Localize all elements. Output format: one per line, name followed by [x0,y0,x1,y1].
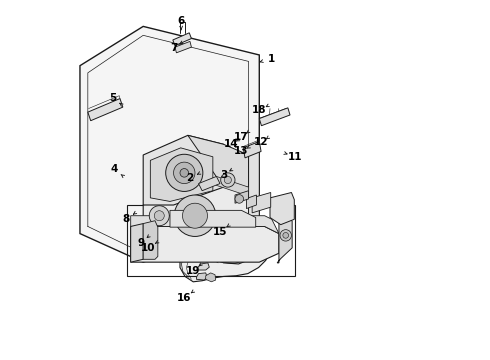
Polygon shape [259,108,290,126]
Circle shape [166,154,203,192]
Text: 2: 2 [186,173,193,183]
Text: 8: 8 [123,214,130,224]
Text: 6: 6 [177,16,184,26]
Polygon shape [198,176,220,191]
Text: 18: 18 [252,105,267,115]
Polygon shape [188,135,248,187]
Text: 5: 5 [109,93,117,103]
Text: 9: 9 [138,238,145,248]
Text: 17: 17 [234,132,249,142]
Polygon shape [196,273,207,280]
Text: 19: 19 [186,266,200,276]
Polygon shape [175,41,192,53]
Polygon shape [170,210,256,227]
Polygon shape [143,221,158,259]
Polygon shape [277,216,292,263]
Circle shape [174,195,216,237]
Circle shape [235,195,244,203]
Polygon shape [80,26,259,262]
Text: 12: 12 [254,138,269,148]
Polygon shape [243,141,261,158]
Circle shape [283,233,289,238]
Circle shape [280,230,292,241]
Text: 10: 10 [141,243,155,253]
Polygon shape [131,216,279,234]
Text: 4: 4 [110,164,118,174]
Polygon shape [252,193,270,213]
Polygon shape [235,191,248,203]
Text: 15: 15 [213,227,227,237]
Text: 14: 14 [223,139,238,149]
Polygon shape [143,135,223,205]
Polygon shape [248,152,259,230]
Polygon shape [173,33,192,46]
Polygon shape [217,176,248,196]
Circle shape [154,211,164,221]
Circle shape [149,206,169,226]
Polygon shape [131,226,279,262]
Circle shape [173,162,195,184]
Circle shape [182,203,207,228]
Polygon shape [180,246,270,282]
Polygon shape [246,195,256,208]
Circle shape [180,168,189,177]
Text: 1: 1 [268,54,275,64]
Polygon shape [143,176,248,249]
Polygon shape [150,148,213,202]
Text: 7: 7 [170,43,177,53]
Polygon shape [88,99,123,121]
Polygon shape [206,273,216,282]
Polygon shape [131,224,143,262]
Text: 13: 13 [234,147,249,157]
Text: 3: 3 [220,170,227,180]
Text: 11: 11 [288,152,302,162]
Circle shape [220,173,235,187]
Polygon shape [198,263,209,270]
Circle shape [224,176,231,184]
Text: 16: 16 [177,293,192,303]
Polygon shape [270,193,294,225]
